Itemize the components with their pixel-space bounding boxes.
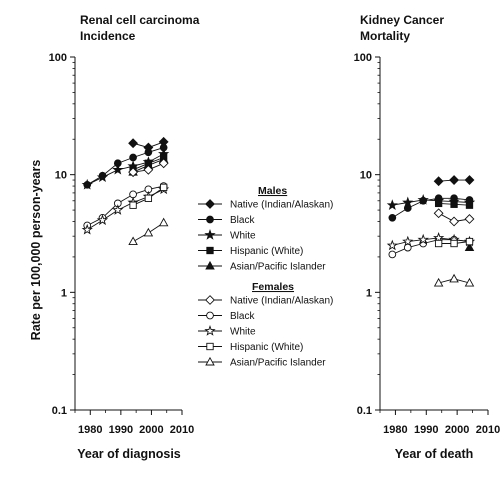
right-females-native-indian-alaskan-point [464, 214, 475, 224]
right-males-black-point [388, 213, 397, 222]
right-females-asian-pacific-islander-point [464, 277, 475, 287]
left-females-asian-pacific-islander-point [158, 217, 169, 227]
legend-female-marker [205, 356, 215, 366]
right-females-hispanic-white-point [465, 237, 474, 246]
right-y-tick-label: 100 [354, 52, 372, 64]
right-males-hispanic-white-point [434, 199, 443, 208]
left-females-hispanic-white-point [144, 194, 153, 202]
legend-females-heading: Females [252, 281, 294, 293]
left-females-hispanic-white-point [160, 183, 168, 192]
right-females-hispanic-white-point [450, 239, 458, 248]
left-y-tick-label: 1 [61, 287, 67, 299]
left-females-white-point [112, 204, 124, 215]
legend-female-label: Asian/Pacific Islander [230, 358, 326, 369]
left-y-tick-label: 100 [49, 52, 67, 64]
legend-female-marker [204, 325, 216, 336]
right-females-asian-pacific-islander-point [433, 277, 444, 287]
right-y-tick-label: 1 [366, 287, 372, 299]
legend-female-label: Hispanic (White) [230, 342, 303, 353]
right-y-tick-label: 0.1 [357, 405, 372, 417]
left-females-white-point [81, 223, 93, 235]
left-title-line1: Renal cell carcinoma [80, 13, 200, 27]
legend-female-label: Native (Indian/Alaskan) [230, 296, 333, 307]
right-males-native-indian-alaskan-point [433, 176, 444, 187]
left-females-hispanic-white-point [129, 201, 137, 209]
right-x-tick-label: 2000 [445, 424, 469, 436]
legend-male-label: Native (Indian/Alaskan) [230, 200, 333, 211]
left-x-axis-label: Year of diagnosis [77, 447, 181, 461]
right-y-tick-label: 10 [360, 170, 372, 182]
right-title-line1: Kidney Cancer [360, 13, 444, 27]
legend-female-label: White [230, 327, 256, 338]
left-title-line2: Incidence [80, 29, 136, 43]
left-x-tick-label: 1990 [109, 424, 133, 436]
left-males-white-point [96, 171, 109, 183]
right-males-white-point [417, 193, 429, 205]
left-x-tick-label: 1980 [78, 424, 102, 436]
right-females-native-indian-alaskan-point [449, 216, 459, 227]
right-males-white-point [402, 196, 414, 208]
right-x-tick-label: 1990 [414, 424, 438, 436]
left-females-white-point [96, 214, 109, 226]
legend-female-marker [205, 295, 215, 305]
legend-male-label: Black [230, 215, 255, 226]
legend-male-marker [204, 229, 216, 240]
plot-area: 0.1 1 10 100 1980 1990 2000 2010 0.1 1 10 100 1980 19… [49, 52, 500, 436]
left-males-white-point [81, 178, 93, 190]
right-females-asian-pacific-islander-point [449, 273, 459, 283]
legend-female-marker [206, 311, 214, 320]
legend-male-label: White [230, 231, 256, 242]
legend-male-marker [206, 215, 214, 224]
left-males-black-point [129, 153, 137, 162]
left-males-black-point [144, 148, 153, 157]
left-x-tick-label: 2000 [139, 424, 163, 436]
right-females-white-point [433, 231, 445, 243]
left-x-tick-label: 2010 [170, 424, 194, 436]
legend-female-label: Black [230, 311, 255, 322]
right-females-white-point [402, 235, 414, 247]
right-x-tick-label: 2010 [476, 424, 500, 436]
left-males-native-indian-alaskan-point [128, 138, 139, 149]
legend-males-heading: Males [258, 185, 287, 197]
left-y-tick-label: 0.1 [52, 405, 67, 417]
left-females-native-indian-alaskan-point [143, 164, 154, 175]
right-females-black-point [403, 243, 412, 252]
legend-male-label: Hispanic (White) [230, 246, 303, 257]
legend-male-marker [205, 260, 215, 270]
legend-female-marker [206, 342, 214, 351]
left-females-asian-pacific-islander-point [128, 236, 138, 246]
right-females-white-point [386, 239, 398, 251]
right-females-black-line [392, 239, 470, 255]
right-females-hispanic-white-point [434, 239, 443, 248]
left-y-tick-label: 10 [55, 170, 67, 182]
right-males-asian-pacific-islander-point [464, 242, 475, 252]
right-males-native-indian-alaskan-point [449, 175, 459, 185]
left-females-native-indian-alaskan-point [128, 167, 139, 178]
right-males-hispanic-white-point [465, 201, 474, 209]
right-males-hispanic-white-point [450, 200, 458, 208]
right-females-white-point [417, 233, 429, 245]
right-females-black-point [388, 250, 397, 259]
right-males-white-point [386, 199, 398, 210]
legend-male-label: Asian/Pacific Islander [230, 262, 326, 273]
right-x-tick-label: 1980 [383, 424, 407, 436]
y-axis-label: Rate per 100,000 person-years [29, 160, 43, 341]
right-males-native-indian-alaskan-point [464, 175, 475, 185]
left-females-asian-pacific-islander-point [143, 227, 154, 237]
left-females-native-indian-alaskan-point [158, 158, 169, 169]
right-title-line2: Mortality [360, 29, 410, 43]
legend: Native (Indian/Alaskan) Black White Hispani… [198, 199, 333, 369]
right-x-axis-label: Year of death [395, 447, 474, 461]
left-males-white-point [112, 163, 124, 175]
right-females-native-indian-alaskan-point [433, 208, 444, 219]
legend-male-marker [205, 199, 215, 209]
legend-male-marker [206, 246, 214, 255]
